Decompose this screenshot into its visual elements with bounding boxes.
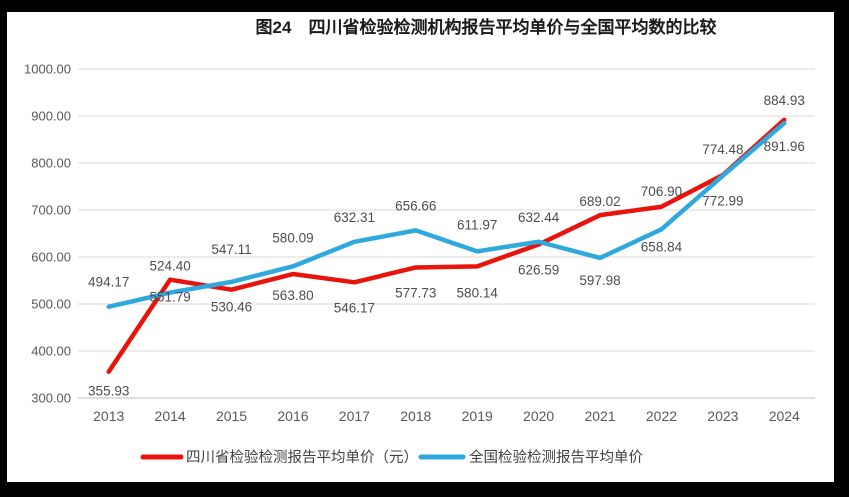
data-label-series-0: 355.93 xyxy=(88,384,129,399)
data-label-series-1: 772.99 xyxy=(702,194,743,209)
x-tick-label: 2018 xyxy=(400,408,431,424)
data-label-series-1: 884.93 xyxy=(764,93,805,108)
data-label-series-1: 580.09 xyxy=(272,230,313,245)
y-tick-label: 700.00 xyxy=(31,203,71,218)
y-tick-label: 1000.00 xyxy=(24,62,71,77)
x-tick-label: 2023 xyxy=(707,408,738,424)
data-label-series-1: 597.98 xyxy=(579,273,620,288)
data-label-series-1: 656.66 xyxy=(395,198,436,213)
data-label-series-1: 547.11 xyxy=(211,242,251,257)
data-label-series-0: 546.17 xyxy=(334,300,375,315)
data-label-series-0: 577.73 xyxy=(395,285,436,300)
x-tick-label: 2013 xyxy=(93,408,124,424)
data-label-series-0: 706.90 xyxy=(641,184,682,199)
series-line-1 xyxy=(106,120,787,309)
series-line-0 xyxy=(106,117,787,374)
data-label-series-0: 580.14 xyxy=(457,285,499,300)
data-label-series-0: 551.79 xyxy=(149,290,190,305)
plot-area: 300.00 400.00 500.00 600.00 700.00 800.00 900.… xyxy=(24,62,815,424)
data-label-series-0: 891.96 xyxy=(764,139,805,154)
data-label-series-1: 658.84 xyxy=(641,239,683,254)
x-tick-label: 2014 xyxy=(155,408,186,424)
legend-label-sichuan: 四川省检验检测报告平均单价（元） xyxy=(186,449,418,466)
y-tick-label: 300.00 xyxy=(31,391,71,406)
x-tick-label: 2017 xyxy=(339,408,370,424)
data-label-series-0: 774.48 xyxy=(702,142,743,157)
y-tick-label: 800.00 xyxy=(31,156,71,171)
data-label-series-0: 626.59 xyxy=(518,263,559,278)
legend: 四川省检验检测报告平均单价（元） 全国检验检测报告平均单价 xyxy=(140,448,643,466)
data-label-series-1: 494.17 xyxy=(88,275,129,290)
x-tick-label: 2020 xyxy=(523,408,554,424)
y-tick-label: 500.00 xyxy=(31,297,71,312)
x-tick-label: 2022 xyxy=(646,408,677,424)
data-label-series-0: 530.46 xyxy=(211,300,252,315)
data-label-series-1: 524.40 xyxy=(149,259,190,274)
chart-title: 图24 四川省检验检测机构报告平均单价与全国平均数的比较 xyxy=(256,17,717,37)
y-tick-label: 400.00 xyxy=(31,344,71,359)
legend-label-national: 全国检验检测报告平均单价 xyxy=(469,448,643,466)
x-tick-label: 2019 xyxy=(462,408,493,424)
data-label-series-1: 611.97 xyxy=(457,217,497,232)
data-label-series-0: 689.02 xyxy=(579,194,620,209)
x-tick-label: 2015 xyxy=(216,408,247,424)
data-label-series-0: 563.80 xyxy=(272,288,313,303)
x-tick-label: 2016 xyxy=(277,408,308,424)
x-tick-label: 2024 xyxy=(769,408,800,424)
y-tick-label: 900.00 xyxy=(31,109,71,124)
y-tick-label: 600.00 xyxy=(31,250,71,265)
chart-panel xyxy=(7,12,834,482)
x-tick-label: 2021 xyxy=(584,408,615,424)
data-label-series-1: 632.44 xyxy=(518,210,560,225)
data-label-series-1: 632.31 xyxy=(334,210,375,225)
